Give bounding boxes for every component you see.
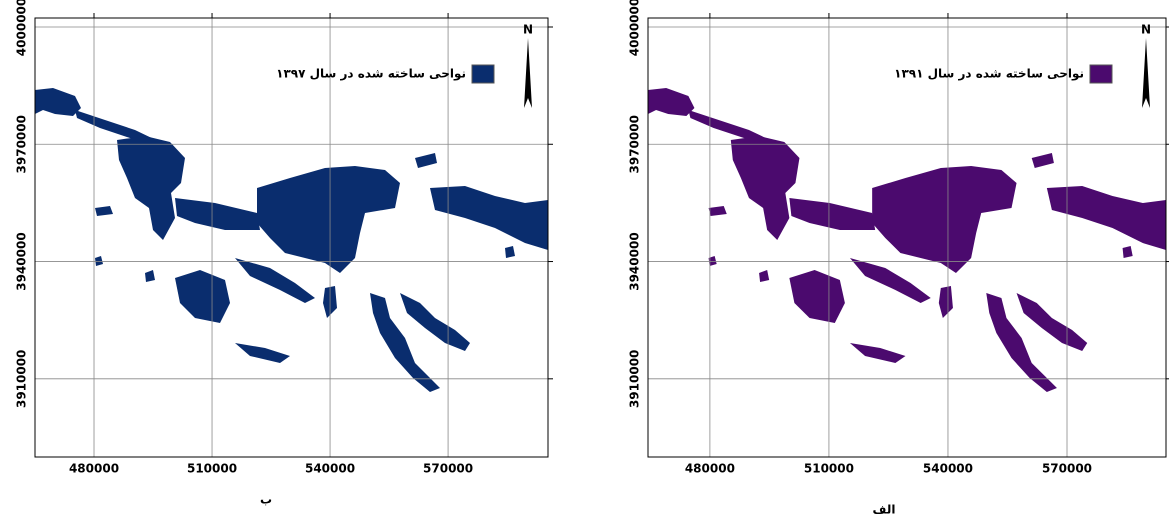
x-tick-label: 570000 (423, 462, 473, 476)
x-tick-label: 540000 (923, 462, 973, 476)
x-tick-label: 480000 (69, 462, 119, 476)
caption: ب (260, 493, 272, 507)
figure: 480000 510000 540000 570000 3910000 3940000 39… (0, 0, 1169, 521)
legend-swatch (472, 65, 494, 83)
x-tick-label: 510000 (187, 462, 237, 476)
y-tick-label: 4000000 (15, 0, 29, 56)
x-tick-label: 480000 (685, 462, 735, 476)
north-label: N (523, 23, 533, 37)
y-tick-label: 3970000 (628, 115, 642, 173)
y-tick-label: 3910000 (15, 350, 29, 408)
x-tick-label: 510000 (804, 462, 854, 476)
x-tick-label: 540000 (305, 462, 355, 476)
y-tick-label: 3940000 (628, 232, 642, 290)
y-tick-label: 4000000 (628, 0, 642, 56)
x-tick-label: 570000 (1042, 462, 1092, 476)
north-label: N (1141, 23, 1151, 37)
map-panel: 480000 510000 540000 570000 3910000 3940000 39… (628, 0, 1169, 517)
y-tick-label: 3940000 (15, 232, 29, 290)
legend-label: نواحی ساخته شده در سال ۱۳۹۱ (894, 67, 1084, 82)
y-tick-label: 3910000 (628, 350, 642, 408)
map-panel: 480000 510000 540000 570000 3910000 3940000 39… (15, 0, 554, 507)
y-tick-label: 3970000 (15, 115, 29, 173)
legend-label: نواحی ساخته شده در سال ۱۳۹۷ (276, 67, 466, 82)
legend-swatch (1090, 65, 1112, 83)
caption: الف (873, 503, 896, 517)
